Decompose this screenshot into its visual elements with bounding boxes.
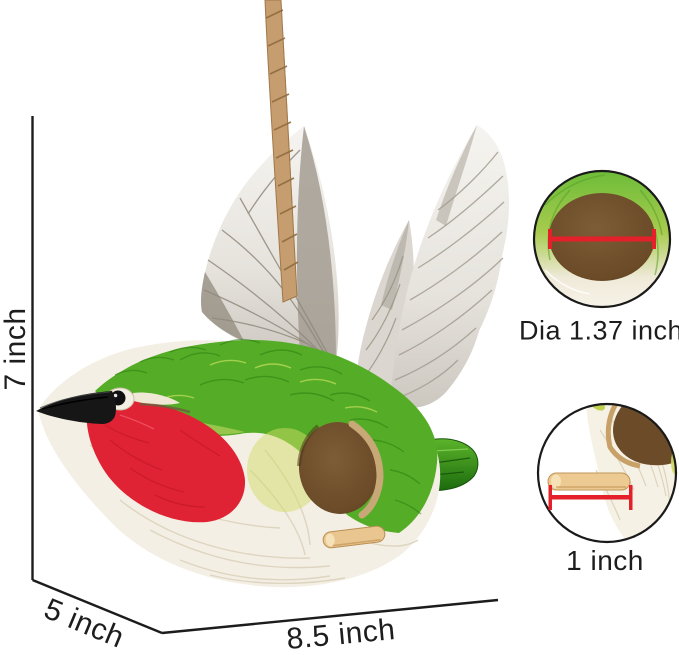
depth-dimension-line bbox=[32, 578, 163, 635]
hole-diameter-arrow bbox=[548, 229, 656, 249]
hole-detail-inset bbox=[532, 169, 672, 309]
hole-detail-circle-border bbox=[532, 169, 672, 309]
width-dimension-line bbox=[161, 598, 499, 635]
red-throat bbox=[86, 400, 246, 523]
hanging-rope bbox=[264, 0, 299, 303]
height-dimension-label: 7 inch bbox=[0, 307, 32, 391]
entrance-hole bbox=[297, 420, 384, 519]
hole-diameter-label: Dia 1.37 inch bbox=[518, 315, 679, 346]
perch-detail-circle-border bbox=[536, 402, 678, 544]
birdhouse-product bbox=[36, 0, 510, 588]
dimension-lines bbox=[31, 116, 499, 635]
perch-detail-inset bbox=[536, 402, 678, 544]
perch-length-marker bbox=[548, 485, 633, 510]
perch bbox=[322, 525, 386, 549]
beak bbox=[36, 391, 116, 424]
right-wing bbox=[389, 125, 510, 408]
perch-length-label: 1 inch bbox=[566, 545, 644, 576]
perch-closeup bbox=[547, 472, 631, 491]
left-wing bbox=[201, 126, 339, 363]
